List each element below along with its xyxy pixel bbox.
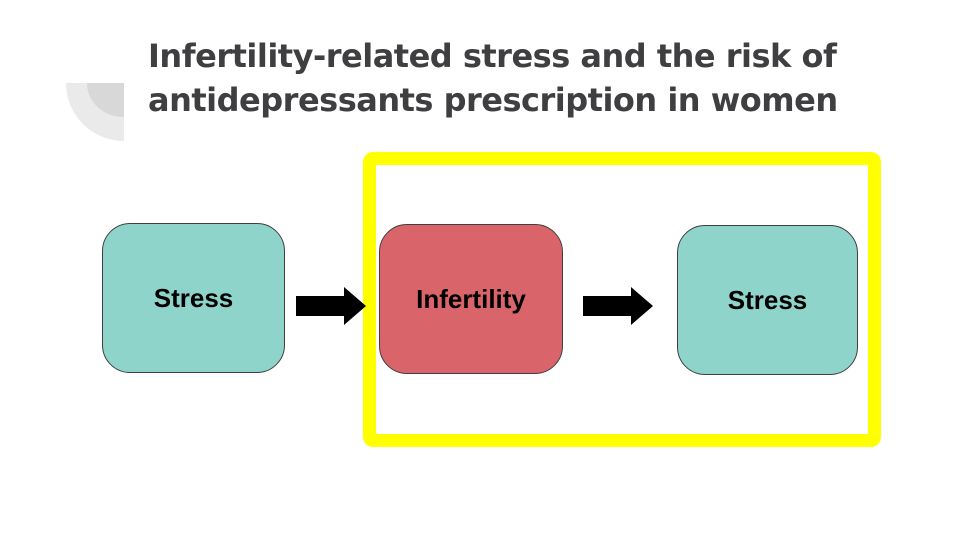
slide-title: Infertility-related stress and the risk … <box>148 34 838 122</box>
right-arrow-icon <box>583 287 653 325</box>
arrow-head <box>631 287 653 325</box>
slide-title-line-2: antidepressants prescription in women <box>148 81 838 119</box>
arrow-shaft <box>296 296 345 316</box>
slide-title-line-1: Infertility-related stress and the risk … <box>148 37 837 75</box>
node-stress-left: Stress <box>102 223 285 373</box>
arrow-shaft <box>583 296 632 316</box>
node-stress-left-label: Stress <box>153 282 234 313</box>
arrow-head <box>344 287 366 325</box>
quarter-circle-decoration-inner <box>87 83 124 117</box>
node-infertility-label: Infertility <box>416 283 526 314</box>
right-arrow-icon <box>296 287 366 325</box>
node-infertility: Infertility <box>379 224 563 374</box>
node-stress-right: Stress <box>677 225 858 375</box>
quarter-circle-decoration <box>66 83 124 141</box>
node-stress-right-label: Stress <box>727 284 808 315</box>
highlight-rectangle <box>363 152 881 447</box>
